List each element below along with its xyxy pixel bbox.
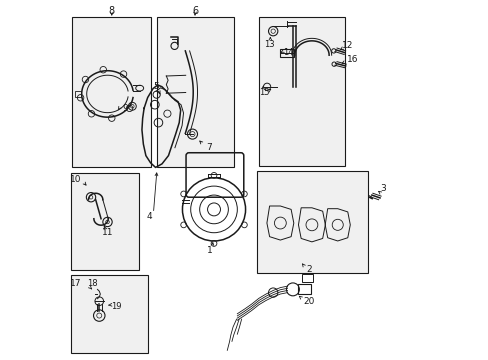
Text: 12: 12 xyxy=(342,41,353,50)
Bar xyxy=(71,275,148,353)
Bar xyxy=(156,17,233,167)
Text: 10: 10 xyxy=(70,175,81,184)
Bar xyxy=(280,49,293,57)
Text: 11: 11 xyxy=(102,228,113,237)
Bar xyxy=(72,17,151,167)
Text: 9: 9 xyxy=(122,104,128,113)
Bar xyxy=(257,171,367,273)
Bar xyxy=(258,17,344,166)
Text: 5: 5 xyxy=(153,82,159,91)
Text: 7: 7 xyxy=(205,143,211,152)
Text: 13: 13 xyxy=(264,40,274,49)
Text: 2: 2 xyxy=(305,265,311,274)
Text: 20: 20 xyxy=(303,297,314,306)
Text: 4: 4 xyxy=(146,212,152,221)
Text: 17: 17 xyxy=(69,279,81,288)
Bar xyxy=(297,284,310,294)
Text: 15: 15 xyxy=(259,87,269,96)
Text: 16: 16 xyxy=(346,55,358,64)
Text: 8: 8 xyxy=(108,6,115,16)
Text: 1: 1 xyxy=(206,246,212,255)
Bar xyxy=(71,173,139,270)
Bar xyxy=(75,91,81,97)
Text: 6: 6 xyxy=(192,6,198,16)
Text: 19: 19 xyxy=(111,302,122,311)
Text: 3: 3 xyxy=(380,184,386,193)
Text: 14: 14 xyxy=(283,48,293,57)
Text: 18: 18 xyxy=(86,279,97,288)
Bar xyxy=(301,274,313,282)
